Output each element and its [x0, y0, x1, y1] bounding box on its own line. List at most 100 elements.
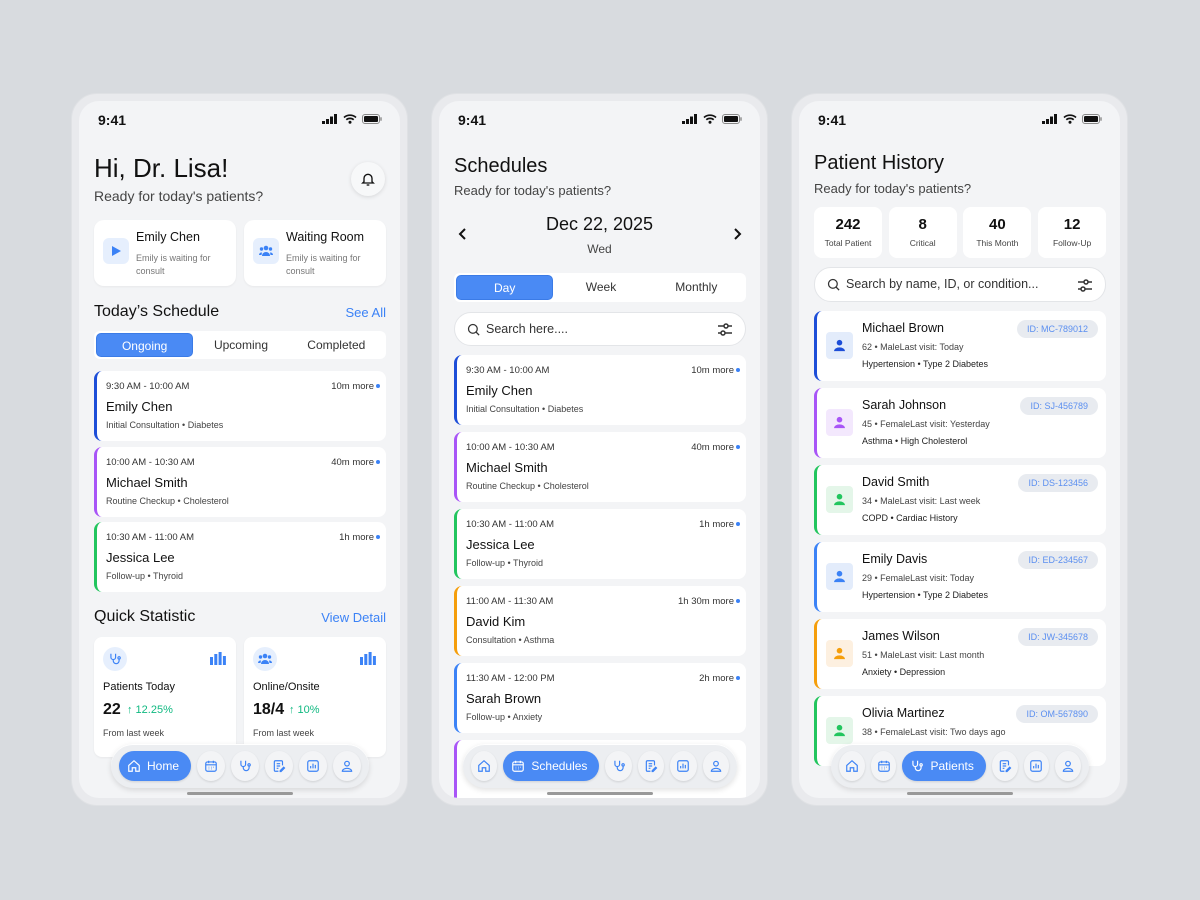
user-icon — [833, 493, 846, 506]
bottom-nav: Home — [111, 744, 369, 788]
status-dot — [736, 368, 740, 372]
patient-card[interactable]: Michael Brown 62 • MaleLast visit: Today H… — [814, 311, 1106, 381]
view-detail-link[interactable]: View Detail — [321, 610, 386, 625]
nav-notes-button[interactable] — [991, 751, 1018, 781]
summary-value: 40 — [989, 216, 1006, 233]
current-date: Dec 22, 2025 — [545, 214, 654, 234]
nav-analytics-button[interactable] — [1023, 751, 1050, 781]
filter-icon[interactable] — [1077, 278, 1093, 293]
home-icon — [477, 759, 491, 773]
search-input[interactable]: Search here.... — [454, 312, 746, 346]
patient-id-badge: ID: ED-234567 — [1018, 551, 1098, 569]
summary-stat: 242 Total Patient — [814, 207, 882, 258]
appointment-card[interactable]: 10:00 AM - 10:30 AM 40m more Michael Smith… — [94, 446, 386, 517]
nav-calendar-button[interactable] — [197, 751, 226, 781]
nav-notes-button[interactable] — [265, 751, 294, 781]
appointment-remaining: 10m more — [691, 365, 734, 376]
quick-card-icon-box — [103, 238, 129, 264]
patient-avatar — [826, 409, 853, 436]
appointment-detail: Initial Consultation • Diabetes — [466, 404, 584, 414]
appointment-card[interactable]: 10:00 AM - 10:30 AM 40m more Michael Smith… — [454, 432, 746, 502]
summary-value: 242 — [835, 216, 861, 233]
patient-card[interactable]: Emily Davis 29 • FemaleLast visit: Today H… — [814, 542, 1106, 612]
appointment-card[interactable]: 9:30 AM - 10:00 AM 10m more Emily Chen Init… — [454, 355, 746, 425]
nav-analytics-button[interactable] — [670, 751, 697, 781]
nav-profile-button[interactable] — [702, 751, 729, 781]
patient-name: Michael Smith — [466, 460, 548, 475]
patient-card[interactable]: David Smith 34 • MaleLast visit: Last wee… — [814, 465, 1106, 535]
appointment-remaining: 2h more — [699, 673, 734, 684]
appointment-card[interactable]: 11:30 AM - 12:00 PM 2h more Sarah Brown Fol… — [454, 663, 746, 733]
analytics-icon — [306, 759, 320, 773]
status-time: 9:41 — [458, 112, 487, 128]
nav-profile-button[interactable] — [1055, 751, 1082, 781]
nav-home-button[interactable] — [839, 751, 865, 781]
patient-info: 29 • FemaleLast visit: Today — [862, 573, 975, 583]
patient-name: Michael Smith — [106, 474, 188, 490]
stat-note: From last week — [103, 728, 165, 738]
patient-info: 38 • FemaleLast visit: Two days ago — [862, 727, 1006, 737]
appointment-detail: Initial Consultation • Diabetes — [106, 420, 224, 430]
appointment-card[interactable]: 11:00 AM - 11:30 AM 1h 30m more David Kim C… — [454, 586, 746, 656]
play-icon — [110, 245, 122, 257]
appointment-remaining: 40m more — [691, 442, 734, 453]
nav-notes-button[interactable] — [637, 751, 665, 781]
nav-stethoscope-button[interactable] — [605, 751, 632, 781]
tab-day[interactable]: Day — [456, 275, 554, 300]
patient-conditions: Hypertension • Type 2 Diabetes — [862, 359, 989, 369]
filter-icon[interactable] — [717, 322, 733, 337]
nav-active-label: Patients — [930, 759, 974, 773]
nav-calendar-button[interactable] — [870, 751, 897, 781]
patient-card[interactable]: Sarah Johnson 45 • FemaleLast visit: Yest… — [814, 388, 1106, 458]
patient-name: Jessica Lee — [106, 550, 175, 565]
battery-icon — [362, 114, 382, 124]
patient-name: Emily Chen — [466, 383, 533, 398]
stat-change: ↑ 10% — [289, 704, 320, 716]
quick-card[interactable]: Waiting Room Emily is waiting for consult — [244, 220, 386, 286]
summary-label: This Month — [976, 238, 1019, 248]
notes-icon — [998, 759, 1012, 773]
appointment-time: 10:00 AM - 10:30 AM — [466, 442, 555, 453]
tab-completed[interactable]: Completed — [307, 338, 366, 352]
appointment-remaining: 10m more — [331, 381, 374, 392]
nav-home-button[interactable] — [471, 751, 498, 781]
nav-analytics-button[interactable] — [299, 751, 328, 781]
quick-card-title: Waiting Room — [286, 230, 365, 244]
notification-button[interactable] — [351, 162, 385, 196]
appointment-card[interactable]: 9:30 AM - 10:00 AM 10m more Emily Chen Init… — [94, 371, 386, 441]
notes-icon — [272, 759, 286, 773]
nav-home-button[interactable]: Home — [119, 751, 192, 781]
patient-avatar — [826, 486, 853, 513]
next-date-button[interactable] — [731, 227, 743, 246]
tab-week[interactable]: Week — [585, 280, 617, 294]
bar-chart-icon — [210, 652, 226, 665]
tab-upcoming[interactable]: Upcoming — [213, 338, 268, 352]
tab-monthly[interactable]: Monthly — [675, 280, 718, 294]
quick-card-icon-box — [253, 238, 279, 264]
patient-card[interactable]: James Wilson 51 • MaleLast visit: Last mo… — [814, 619, 1106, 689]
quick-card[interactable]: Emily Chen Emily is waiting for consult — [94, 220, 236, 286]
stat-card[interactable]: Online/Onsite 18/4 ↑ 10% From last week — [244, 637, 386, 757]
stat-card[interactable]: Patients Today 22 ↑ 12.25% From last week — [94, 637, 236, 757]
appointment-detail: Follow-up • Anxiety — [466, 712, 543, 722]
appointment-card[interactable]: 10:30 AM - 11:00 AM 1h more Jessica Lee Fol… — [454, 509, 746, 579]
status-dot — [376, 384, 380, 388]
prev-date-button[interactable] — [457, 227, 469, 246]
nav-stethoscope-button[interactable]: Patients — [902, 751, 986, 781]
nav-profile-button[interactable] — [333, 751, 362, 781]
appointment-card[interactable]: 10:30 AM - 11:00 AM 1h more Jessica Lee Fol… — [94, 522, 386, 592]
nav-stethoscope-button[interactable] — [231, 751, 260, 781]
appointment-time: 9:30 AM - 10:00 AM — [466, 365, 550, 376]
greeting: Hi, Dr. Lisa! — [94, 153, 229, 183]
nav-calendar-button[interactable]: Schedules — [503, 751, 600, 781]
search-placeholder: Search here.... — [486, 322, 568, 336]
patient-info: 62 • MaleLast visit: Today — [862, 342, 964, 352]
group-icon — [258, 653, 272, 665]
appointment-remaining: 40m more — [331, 456, 374, 468]
status-dot — [736, 676, 740, 680]
patient-name: James Wilson — [862, 629, 940, 643]
page-title: Schedules — [454, 155, 548, 177]
tab-ongoing[interactable]: Ongoing — [96, 333, 194, 357]
see-all-link[interactable]: See All — [345, 305, 386, 320]
patient-search-input[interactable]: Search by name, ID, or condition... — [814, 267, 1106, 302]
